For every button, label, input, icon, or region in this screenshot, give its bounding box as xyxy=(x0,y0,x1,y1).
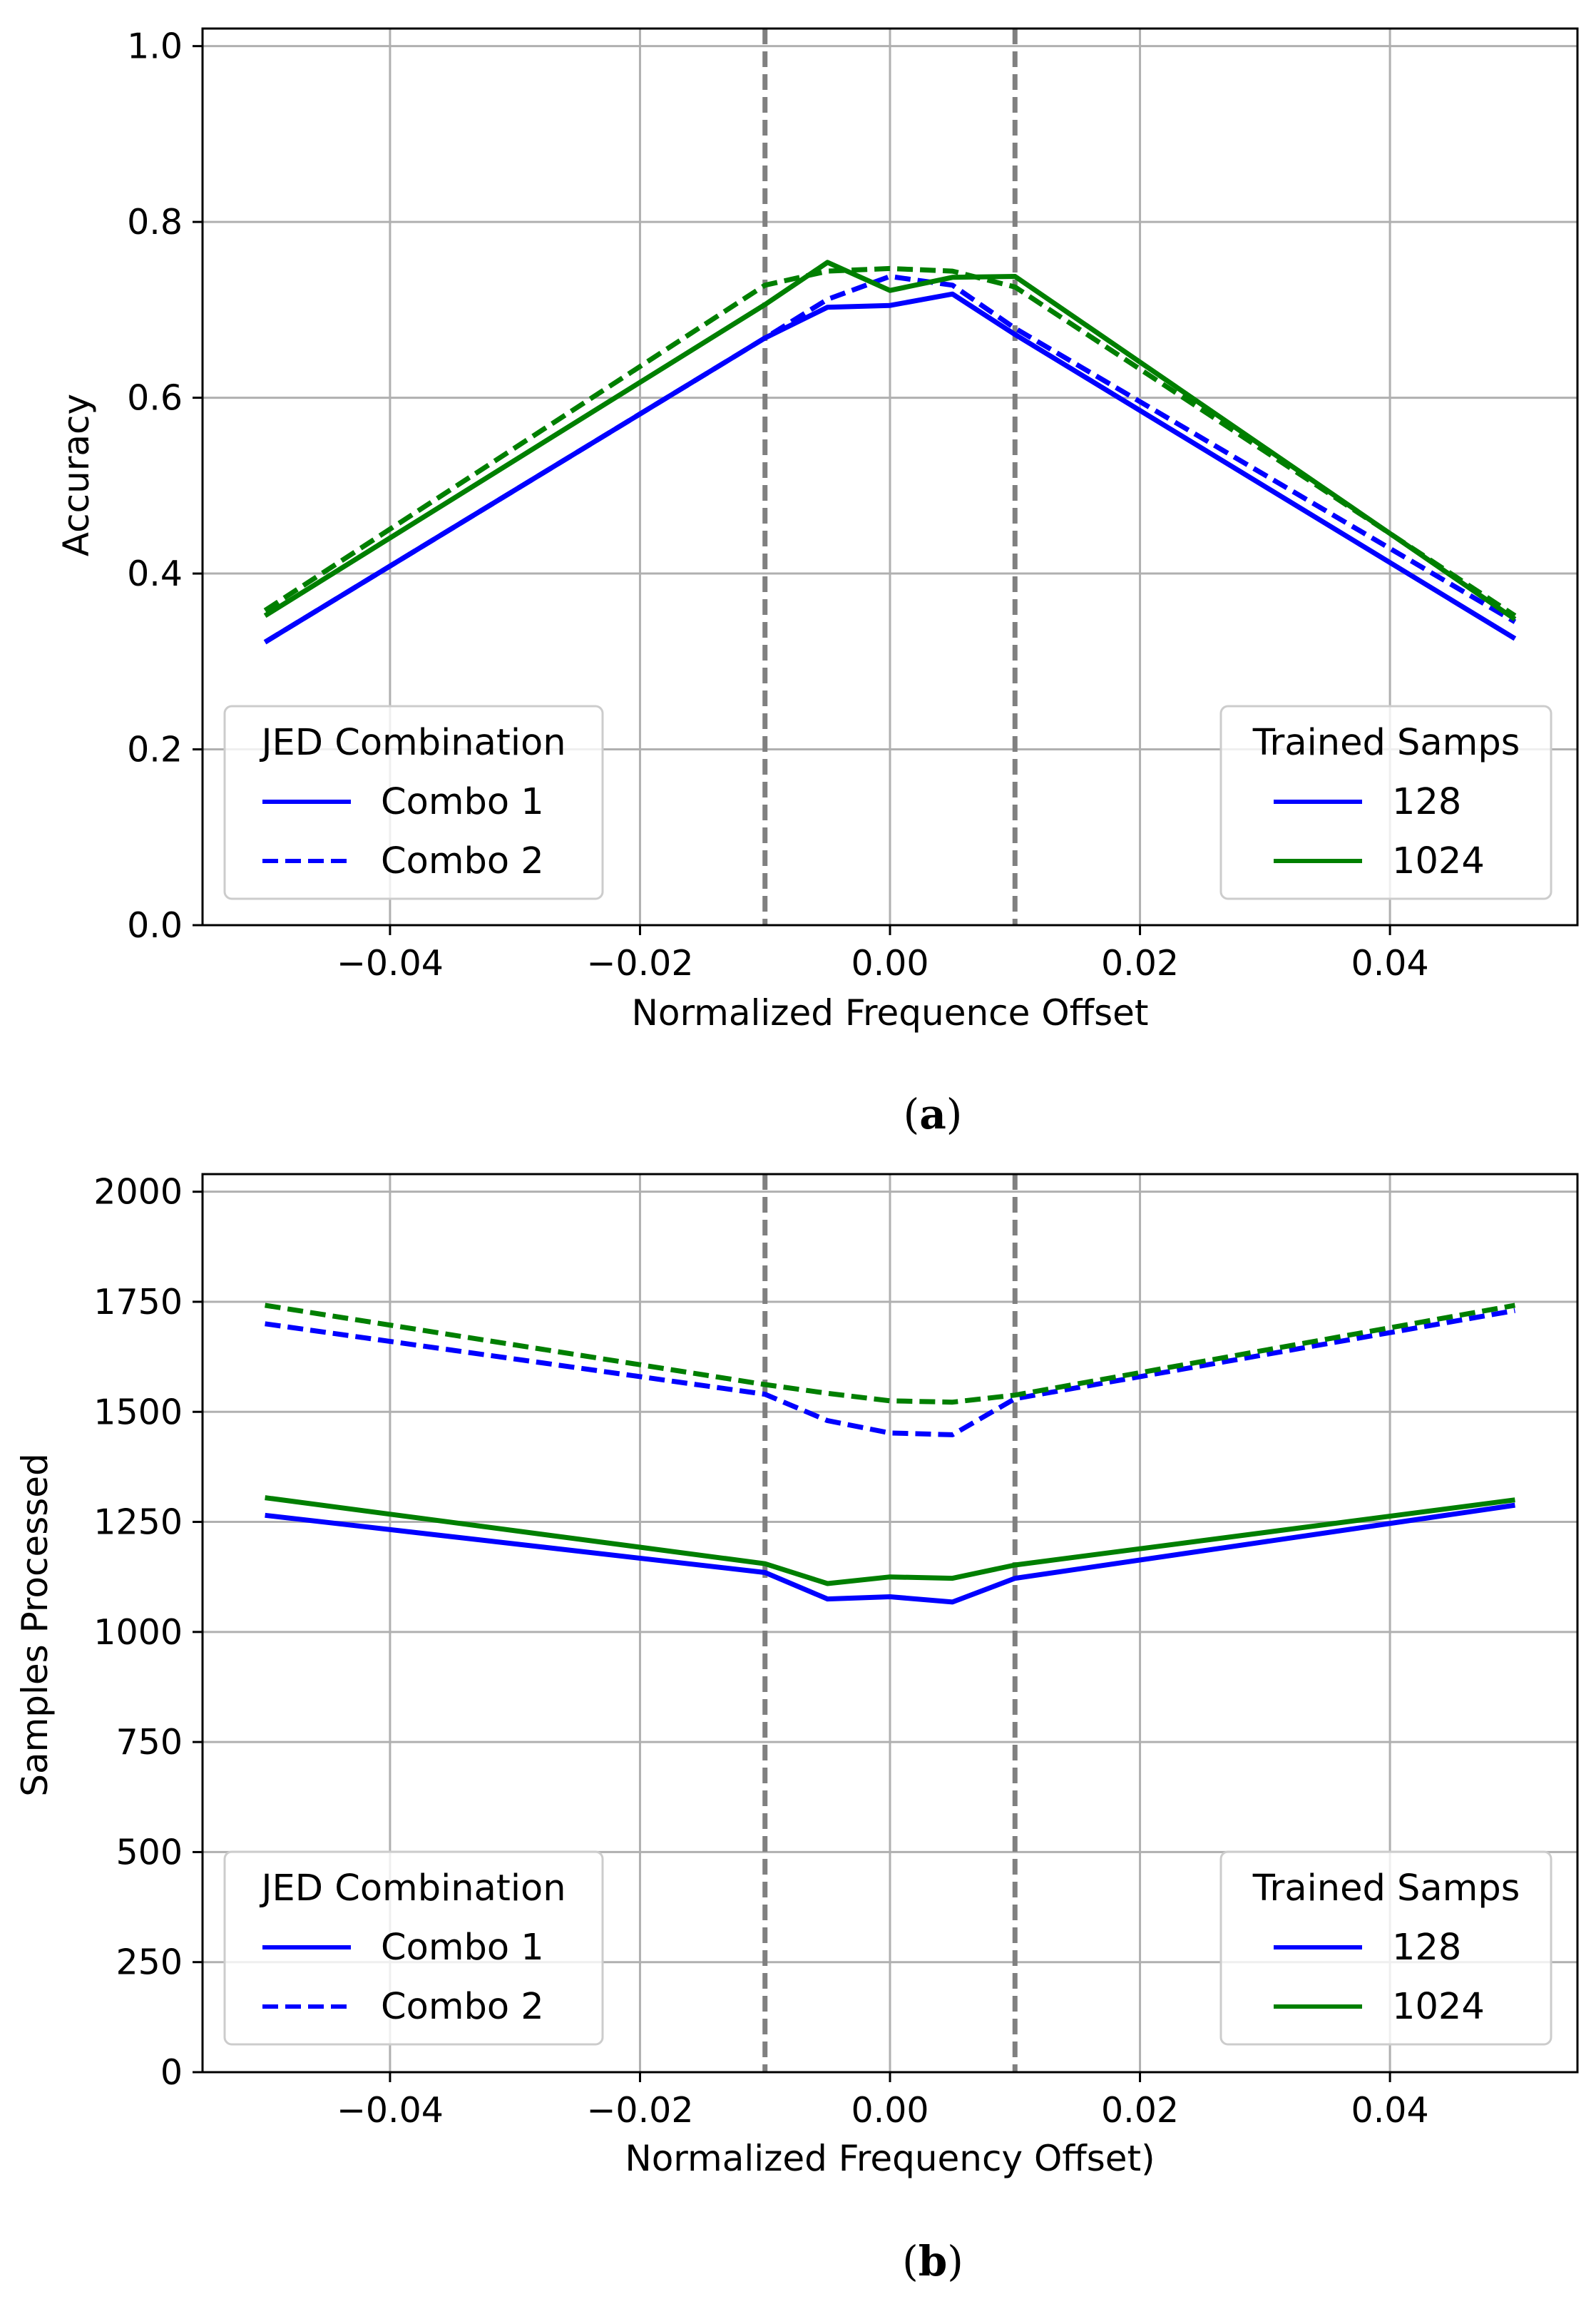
panel-b-series-combo1-128 xyxy=(265,1502,1515,1605)
panel-a-legend-trained-title: Trained Samps xyxy=(1252,722,1520,764)
panel-a-x-ticks: −0.04 −0.02 0.00 0.02 0.04 xyxy=(337,925,1429,984)
panel-b-legend-128-label: 128 xyxy=(1392,1927,1461,1969)
panel-b-x-ticks: −0.04 −0.02 0.00 0.02 0.04 xyxy=(337,2072,1429,2131)
panel-a-legend-trained: Trained Samps 128 1024 xyxy=(1219,705,1552,900)
panel-b-y-axis-label: Samples Processed xyxy=(14,1453,56,1797)
panel-a-threshold-lines xyxy=(762,29,1018,925)
panel-a-y-tick-label: 0.6 xyxy=(127,378,183,419)
panel-b-legend-combo-box xyxy=(223,1850,604,2046)
panel-a-legend-1024-label: 1024 xyxy=(1392,840,1485,882)
panel-b-x-tick-label: 0.00 xyxy=(851,2090,929,2131)
caption-b-open: ( xyxy=(902,2237,919,2285)
caption-a-open: ( xyxy=(904,1090,920,1138)
panel-b-legend-combo-title: JED Combination xyxy=(259,1867,566,1910)
panel-b-x-tick-label: 0.02 xyxy=(1101,2090,1179,2131)
panel-b-samples-chart: −0.04 −0.02 0.00 0.02 0.04 0 250 500 750 1000 125… xyxy=(14,1172,1579,2179)
panel-a-legend-trained-box xyxy=(1219,705,1552,900)
panel-b-x-tick-label: 0.04 xyxy=(1351,2090,1429,2131)
panel-a-series-combo1-1024 xyxy=(263,260,1517,621)
caption-b-close: ) xyxy=(947,2237,963,2285)
panel-b-y-tick-label: 0 xyxy=(160,2052,183,2093)
panel-b-y-ticks: 0 250 500 750 1000 1250 1500 1750 2000 xyxy=(93,1172,203,2093)
panel-b-y-tick-label: 2000 xyxy=(93,1172,183,1213)
panel-a-legend-combo1-label: Combo 1 xyxy=(381,781,544,823)
panel-b-series xyxy=(265,1303,1516,1605)
panel-a-series-combo2-1024 xyxy=(263,265,1517,618)
panel-a-series-combo2-128 xyxy=(263,274,1517,645)
panel-a-y-axis-label: Accuracy xyxy=(56,394,97,556)
panel-a-legend-combo2-label: Combo 2 xyxy=(381,840,544,882)
panel-b-y-tick-label: 1500 xyxy=(93,1392,183,1432)
panel-a-y-tick-label: 0.0 xyxy=(127,905,183,946)
panel-a-x-tick-label: −0.04 xyxy=(337,943,444,984)
panel-b-y-tick-label: 1750 xyxy=(93,1282,183,1322)
panel-b-y-tick-label: 1000 xyxy=(93,1612,183,1653)
panel-a-accuracy-chart: −0.04 −0.02 0.00 0.02 0.04 0.0 0.2 0.4 0.6 0.8 1.… xyxy=(56,26,1579,1034)
panel-b-caption: (b) xyxy=(902,2237,963,2285)
caption-b-letter: b xyxy=(919,2237,948,2285)
panel-a-y-tick-label: 0.2 xyxy=(127,730,183,770)
panel-a-x-axis-label: Normalized Frequence Offset xyxy=(631,992,1148,1034)
panel-b-threshold-lines xyxy=(762,1174,1018,2072)
panel-a-y-tick-label: 0.4 xyxy=(127,554,183,594)
panel-a-series xyxy=(263,260,1517,645)
panel-b-legend-combo: JED Combination Combo 1 Combo 2 xyxy=(223,1850,604,2046)
panel-b-x-tick-label: −0.04 xyxy=(337,2090,444,2131)
panel-b-x-tick-label: −0.02 xyxy=(586,2090,693,2131)
panel-a-legend-128-label: 128 xyxy=(1392,781,1461,823)
panel-a-x-tick-label: −0.02 xyxy=(586,943,693,984)
panel-a-y-tick-label: 0.8 xyxy=(127,202,183,243)
panel-b-series-combo2-128 xyxy=(265,1308,1516,1437)
caption-a-letter: a xyxy=(919,1090,946,1138)
panel-a-grid xyxy=(203,29,1577,927)
panel-b-y-tick-label: 750 xyxy=(116,1722,183,1763)
panel-a-x-tick-label: 0.00 xyxy=(851,943,929,984)
panel-a-x-tick-label: 0.02 xyxy=(1101,943,1179,984)
panel-b-legend-trained-title: Trained Samps xyxy=(1252,1867,1520,1910)
panel-b-legend-trained: Trained Samps 128 1024 xyxy=(1219,1850,1552,2046)
caption-a-close: ) xyxy=(946,1090,963,1138)
panel-a-legend-combo: JED Combination Combo 1 Combo 2 xyxy=(223,705,604,900)
panel-b-x-axis-label: Normalized Frequency Offset) xyxy=(625,2138,1155,2179)
panel-b-legend-combo2-label: Combo 2 xyxy=(381,1986,544,2028)
panel-a-y-tick-label: 1.0 xyxy=(127,26,183,67)
panel-b-legend-combo1-label: Combo 1 xyxy=(381,1927,544,1969)
panel-a-legend-combo-box xyxy=(223,705,604,900)
panel-a-caption: (a) xyxy=(904,1090,963,1138)
panel-b-y-tick-label: 500 xyxy=(116,1832,183,1872)
panel-b-y-tick-label: 1250 xyxy=(93,1502,183,1543)
panel-b-series-combo1-1024 xyxy=(265,1495,1515,1586)
panel-a-x-tick-label: 0.04 xyxy=(1351,943,1429,984)
panel-b-series-combo2-1024 xyxy=(265,1303,1516,1405)
panel-b-y-tick-label: 250 xyxy=(116,1942,183,1983)
panel-a-y-ticks: 0.0 0.2 0.4 0.6 0.8 1.0 xyxy=(127,26,203,946)
panel-b-legend-1024-label: 1024 xyxy=(1392,1986,1485,2028)
panel-a-legend-combo-title: JED Combination xyxy=(259,722,566,764)
panel-b-legend-trained-box xyxy=(1219,1850,1552,2046)
